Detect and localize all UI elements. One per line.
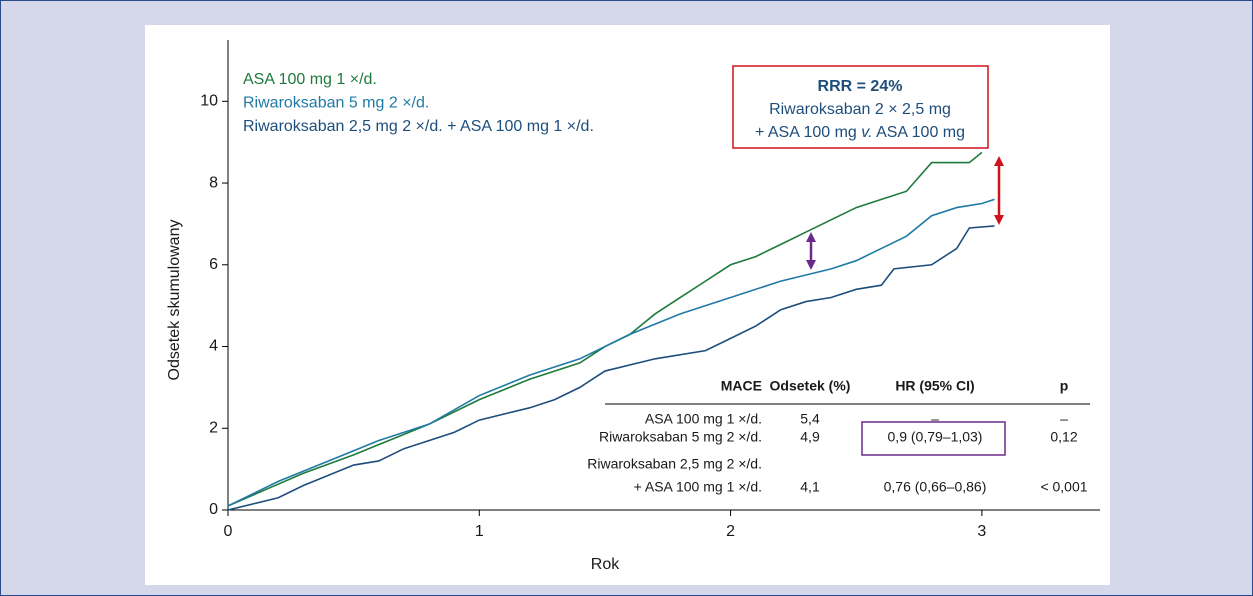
rrr-part: + ASA 100 mg [755,124,861,141]
y-tick-label: 8 [209,174,218,191]
table-cell: 0,76 (0,66–0,86) [884,479,987,495]
table-row-label: + ASA 100 mg 1 ×/d. [634,479,762,495]
table-row-label: Riwaroksaban 2,5 mg 2 ×/d. [587,456,762,472]
x-tick-label: 0 [224,523,233,540]
y-tick-label: 4 [209,338,218,355]
legend-entry: Riwaroksaban 5 mg 2 ×/d. [243,95,429,112]
x-tick-label: 1 [475,523,484,540]
y-tick-label: 6 [209,256,218,273]
rrr-text: + ASA 100 mg v. ASA 100 mg [755,124,965,141]
legend-entry: Riwaroksaban 2,5 mg 2 ×/d. + ASA 100 mg … [243,118,594,135]
table-header: HR (95% CI) [895,378,974,394]
y-axis-label: Odsetek skumulowany [166,220,183,381]
table-cell: 4,1 [800,479,820,495]
x-axis-label: Rok [591,556,620,573]
series-line [227,198,995,507]
table-cell: – [1060,411,1068,427]
table-row-label: Riwaroksaban 5 mg 2 ×/d. [599,429,762,445]
table-header: p [1060,378,1069,394]
rrr-title: RRR = 24% [818,78,903,95]
table-cell: 4,9 [800,429,820,445]
rrr-box [732,65,989,149]
table-header: MACE [721,378,762,394]
x-tick-label: 2 [726,523,735,540]
table-header: Odsetek (%) [770,378,851,394]
y-tick-label: 0 [209,501,218,518]
table-cell: 0,9 (0,79–1,03) [888,429,983,445]
table-cell: < 0,001 [1040,479,1087,495]
series-line [227,225,995,511]
table-cell: 0,12 [1050,429,1077,445]
legend-entry: ASA 100 mg 1 ×/d. [243,71,377,88]
table-row-label: ASA 100 mg 1 ×/d. [645,411,762,427]
table-cell: 5,4 [800,411,820,427]
rrr-part: v. [861,124,872,141]
rrr-part: ASA 100 mg [873,124,966,141]
y-tick-label: 2 [209,419,218,436]
rrr-text: Riwaroksaban 2 × 2,5 mg [769,101,951,118]
table-cell: – [931,411,939,427]
highlight-box [861,421,1006,456]
x-tick-label: 3 [977,523,986,540]
series-line [227,151,983,507]
y-tick-label: 10 [200,93,218,110]
